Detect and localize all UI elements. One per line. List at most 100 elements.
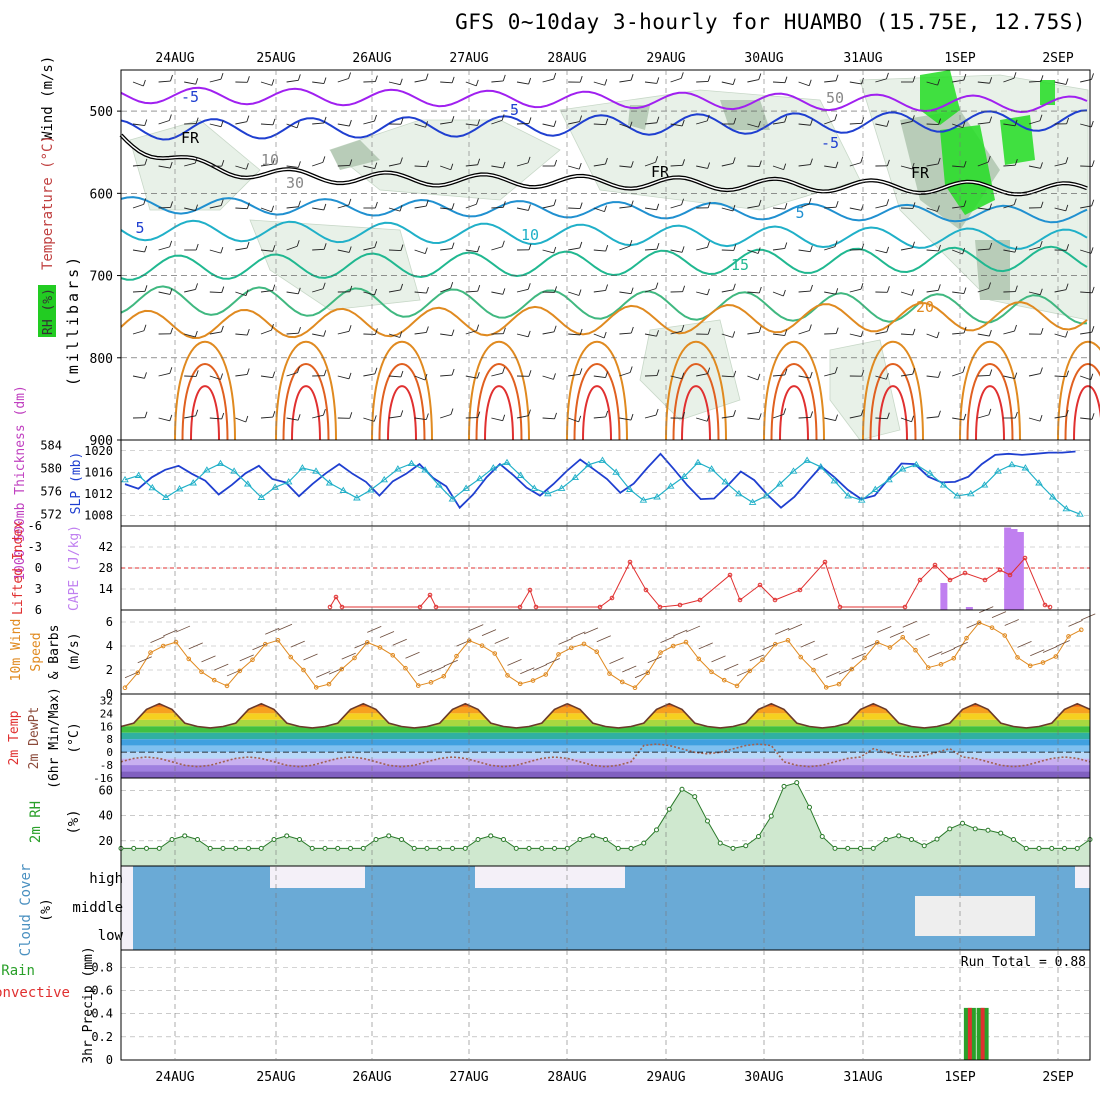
- precip-axis-label: 3hr Precip (mm): [81, 946, 96, 1063]
- wind-barb: [159, 207, 171, 208]
- wind-barb: [133, 291, 145, 292]
- wind-barb-10m: [431, 666, 445, 672]
- wind-barb-10m: [265, 628, 279, 634]
- wind-barb: [594, 417, 606, 418]
- wind-barb-flag: [503, 75, 505, 81]
- wind-barb-flag: [426, 74, 428, 80]
- date-label-bottom: 24AUG: [155, 1070, 194, 1085]
- contour-label: 15: [731, 256, 749, 274]
- date-label-bottom: 29AUG: [646, 1070, 685, 1085]
- wind-barb: [517, 123, 529, 124]
- wind-barb-flag: [554, 247, 556, 253]
- wind-barb: [952, 333, 964, 334]
- wind-barb-flag: [1091, 374, 1093, 380]
- wind-barb: [338, 376, 349, 379]
- wind-barb: [338, 331, 349, 334]
- wind-barb-flag: [1015, 412, 1017, 418]
- temp-contour-loop: [976, 386, 1004, 440]
- wind-barb-10m: [176, 626, 190, 632]
- wind-barb: [927, 124, 939, 125]
- wind-barb-flag: [555, 413, 557, 419]
- wind-barb: [568, 292, 579, 296]
- wind-barb: [619, 418, 631, 420]
- wind-barb-flag: [912, 416, 914, 422]
- wind-barb-flag: [785, 77, 787, 83]
- rh-tick: 40: [99, 809, 113, 823]
- wind-barb-flag: [785, 203, 787, 209]
- rh-marker: [132, 846, 136, 850]
- wind-barb-flag: [477, 325, 479, 331]
- wind-barb: [312, 123, 324, 124]
- wind-barb: [491, 81, 503, 82]
- rh-marker: [961, 821, 965, 825]
- temp-band: [121, 739, 1090, 745]
- wind-barb-flag: [938, 284, 940, 290]
- wind-barb: [338, 78, 349, 82]
- lifted-index-axis-label: Lifted Index: [11, 521, 26, 615]
- wind-barb-flag: [323, 409, 325, 415]
- rh-blob: [830, 340, 900, 440]
- wind-barb: [491, 207, 503, 208]
- wind-barb: [773, 292, 783, 296]
- wind-barb-flag: [656, 283, 658, 289]
- thickness-line: [125, 452, 1076, 508]
- rh-marker: [986, 828, 990, 832]
- thickness-tick: 572: [40, 508, 62, 522]
- temp-tick: 8: [106, 733, 113, 746]
- wind-barb-flag: [273, 372, 275, 378]
- wind-barb-flag: [554, 73, 556, 79]
- wind-barb: [747, 332, 759, 334]
- wind-barb-flag: [273, 119, 275, 125]
- wind-barb: [415, 332, 427, 334]
- wind-barb-flag: [247, 368, 249, 374]
- wind-barb-flag: [759, 326, 761, 332]
- wind-barb-flag: [733, 284, 735, 290]
- wind-barb: [901, 292, 912, 295]
- wind-barb-flag: [963, 366, 965, 372]
- lifted-index-tick: -6: [28, 519, 42, 533]
- wind-barb: [517, 289, 528, 292]
- contour-label: 5: [135, 219, 144, 237]
- wind-barb-flag: [784, 408, 786, 414]
- wind-barb-10m: [877, 626, 891, 632]
- wind-barb-flag: [682, 246, 684, 252]
- wind-barb: [440, 414, 451, 418]
- rh-unit-legend: (%): [66, 809, 82, 834]
- wind-barb-flag: [170, 241, 172, 247]
- temp-contour-loop: [175, 342, 235, 440]
- wind-barb: [389, 416, 401, 418]
- temp-legend: (6hr Min/Max): [47, 687, 62, 789]
- wind-barb: [159, 373, 170, 376]
- wind-barb: [440, 375, 452, 376]
- temp-band: [121, 772, 1090, 778]
- wind-barb-flag: [733, 331, 735, 337]
- wind-barb-flag: [990, 369, 992, 375]
- wind-barb-flag: [298, 74, 300, 80]
- wind-barb: [568, 248, 580, 250]
- temp-tick: 24: [100, 707, 114, 720]
- cloud-level-label: high: [89, 871, 123, 887]
- rh-marker: [374, 838, 378, 842]
- rh-marker: [655, 828, 659, 832]
- wind-barb-flag: [836, 328, 838, 334]
- rh-marker: [451, 846, 455, 850]
- contour-label: FR: [651, 163, 670, 181]
- wind-barb: [594, 334, 604, 338]
- rh-marker: [846, 846, 850, 850]
- wind-barb-flag: [555, 160, 557, 166]
- wind-barb-10m: [673, 630, 687, 636]
- cape-bar: [1011, 529, 1018, 610]
- wind-barb-10m: [1069, 620, 1083, 626]
- wind-barb-flag: [553, 373, 555, 379]
- wind-barb: [287, 207, 299, 208]
- rh-marker: [922, 844, 926, 848]
- wind-barb-flag: [221, 326, 223, 332]
- wind-barb-10m: [316, 671, 330, 677]
- date-label-top: 2SEP: [1042, 51, 1073, 66]
- temp-legend: 2m Temp: [7, 710, 22, 765]
- wind-barb-flag: [606, 372, 608, 378]
- wind-barb-flag: [323, 156, 325, 162]
- wind-barb-10m: [482, 630, 496, 636]
- wind-barb-10m: [304, 654, 318, 660]
